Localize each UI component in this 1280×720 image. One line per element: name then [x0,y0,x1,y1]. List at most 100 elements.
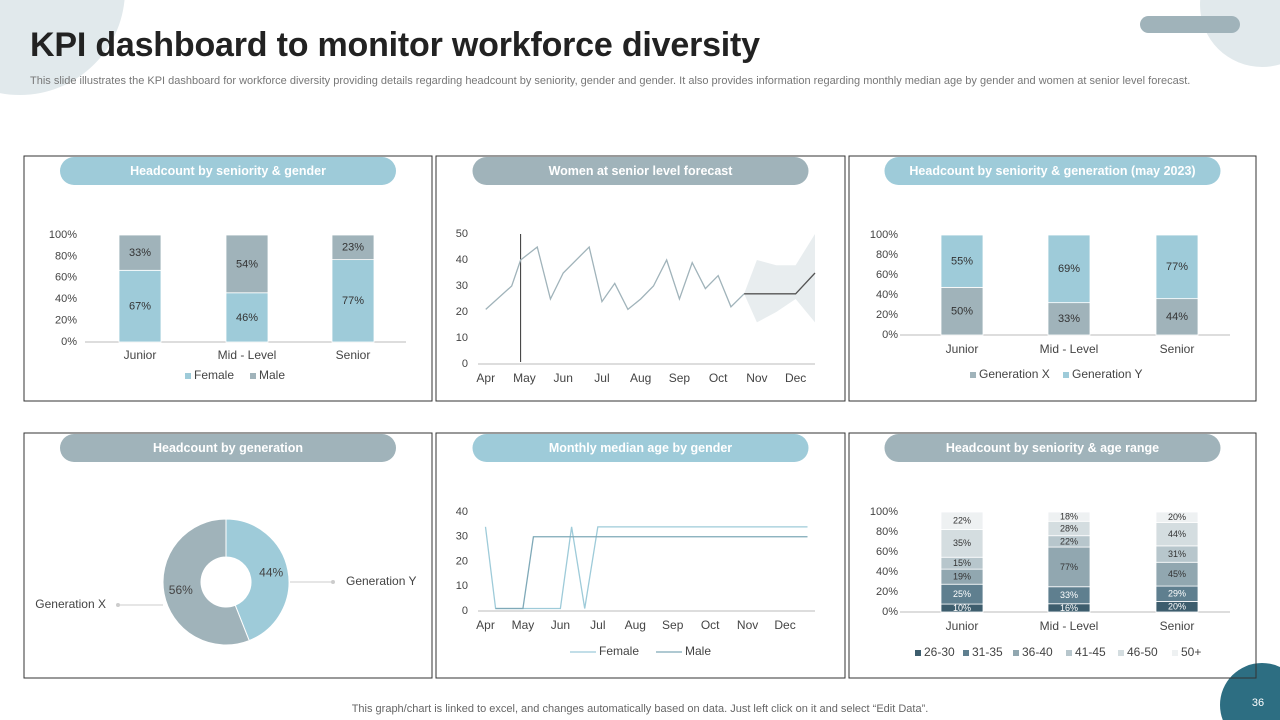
data-label: 18% [1060,512,1078,522]
y-tick-label: 80% [876,526,898,538]
y-tick-label: 40% [876,289,898,301]
footer-note: This graph/chart is linked to excel, and… [352,703,929,715]
y-tick-label: 30 [456,531,468,543]
x-tick-label: Junior [946,342,979,356]
y-tick-label: 20 [456,306,468,318]
bar-segment [331,259,375,343]
y-tick-label: 60% [55,272,77,284]
decor-pill [1140,16,1240,33]
panel-title-pill [60,157,396,185]
data-label: 33% [1060,590,1078,600]
y-tick-label: 30 [456,280,468,292]
data-label: 29% [1168,589,1186,599]
data-label: 55% [951,256,973,268]
data-label: 44% [1166,311,1188,323]
x-tick-label: Mid - Level [1040,342,1099,356]
y-tick-label: 100% [870,506,898,518]
y-tick-label: 0% [61,336,77,348]
panel [23,432,433,679]
panel [23,155,433,402]
data-label: 35% [953,538,971,548]
y-tick-label: 50 [456,228,468,240]
data-line [495,536,808,610]
x-tick-label: Oct [709,371,728,385]
x-tick-label: Nov [737,618,758,632]
x-tick-label: Senior [336,348,371,362]
legend-label: 36-40 [1022,645,1053,659]
data-label: 16% [1060,603,1078,613]
panel-title-pill [472,434,809,462]
legend-swatch [1013,650,1019,656]
data-label: 22% [1060,536,1078,546]
data-label: 77% [1166,261,1188,273]
legend-swatch [1118,650,1124,656]
x-tick-label: Sep [669,371,691,385]
data-label: 50% [951,306,973,318]
data-label: 77% [342,295,364,307]
x-tick-label: Jun [551,618,570,632]
page-number: 36 [1252,697,1264,709]
x-tick-label: Junior [946,619,979,633]
y-tick-label: 0% [882,329,898,341]
x-tick-label: Oct [701,618,720,632]
panel-title: Headcount by seniority & generation (may… [909,164,1195,178]
panel-title: Headcount by seniority & gender [130,164,326,178]
legend-swatch [1066,650,1072,656]
panel-title-pill [884,157,1221,185]
y-tick-label: 40% [55,293,77,305]
slide-subtitle: This slide illustrates the KPI dashboard… [30,75,1191,87]
data-label: 23% [342,242,364,254]
data-label: 19% [953,572,971,582]
x-tick-label: Apr [476,371,495,385]
y-tick-label: 40 [456,254,468,266]
y-tick-label: 0 [462,605,468,617]
data-label: 45% [1168,569,1186,579]
legend-swatch [915,650,921,656]
legend-label: Generation X [979,367,1050,381]
y-tick-label: 20% [876,586,898,598]
legend-swatch [1063,372,1069,378]
x-tick-label: May [512,618,535,632]
data-label: 67% [129,301,151,313]
data-label: 28% [1060,523,1078,533]
x-tick-label: Dec [774,618,795,632]
y-tick-label: 60% [876,269,898,281]
data-line [485,245,745,311]
x-tick-label: Jun [554,371,573,385]
panel-title: Headcount by generation [153,441,303,455]
y-tick-label: 80% [876,249,898,261]
legend-swatch [1172,650,1178,656]
legend-label: 31-35 [972,645,1003,659]
x-tick-label: Aug [630,371,651,385]
legend-label: 50+ [1181,645,1201,659]
y-tick-label: 100% [49,229,77,241]
panel [435,432,846,679]
bar-segment [225,234,269,294]
data-label: 15% [953,558,971,568]
y-tick-label: 20 [456,555,468,567]
data-line [744,272,816,295]
panel [435,155,846,402]
panel-title-pill [472,157,809,185]
y-tick-label: 0 [462,358,468,370]
x-tick-label: Nov [746,371,767,385]
data-label: 33% [1058,313,1080,325]
data-label: 31% [1168,549,1186,559]
x-tick-label: Dec [785,371,806,385]
y-tick-label: 40 [456,506,468,518]
header: KPI dashboard to monitor workforce diver… [30,26,1230,88]
bar-segment [1155,298,1199,336]
legend-label: 26-30 [924,645,955,659]
data-label: 46% [236,312,258,324]
y-tick-label: 10 [456,580,468,592]
data-label: 54% [236,258,258,270]
data-label: 22% [953,516,971,526]
data-label: 33% [129,247,151,259]
legend-label: Male [259,368,285,382]
category-label: Generation X [35,597,106,611]
x-tick-label: Mid - Level [1040,619,1099,633]
leader-dot [116,603,120,607]
donut-slice [162,518,250,646]
legend-label: Generation Y [1072,367,1143,381]
